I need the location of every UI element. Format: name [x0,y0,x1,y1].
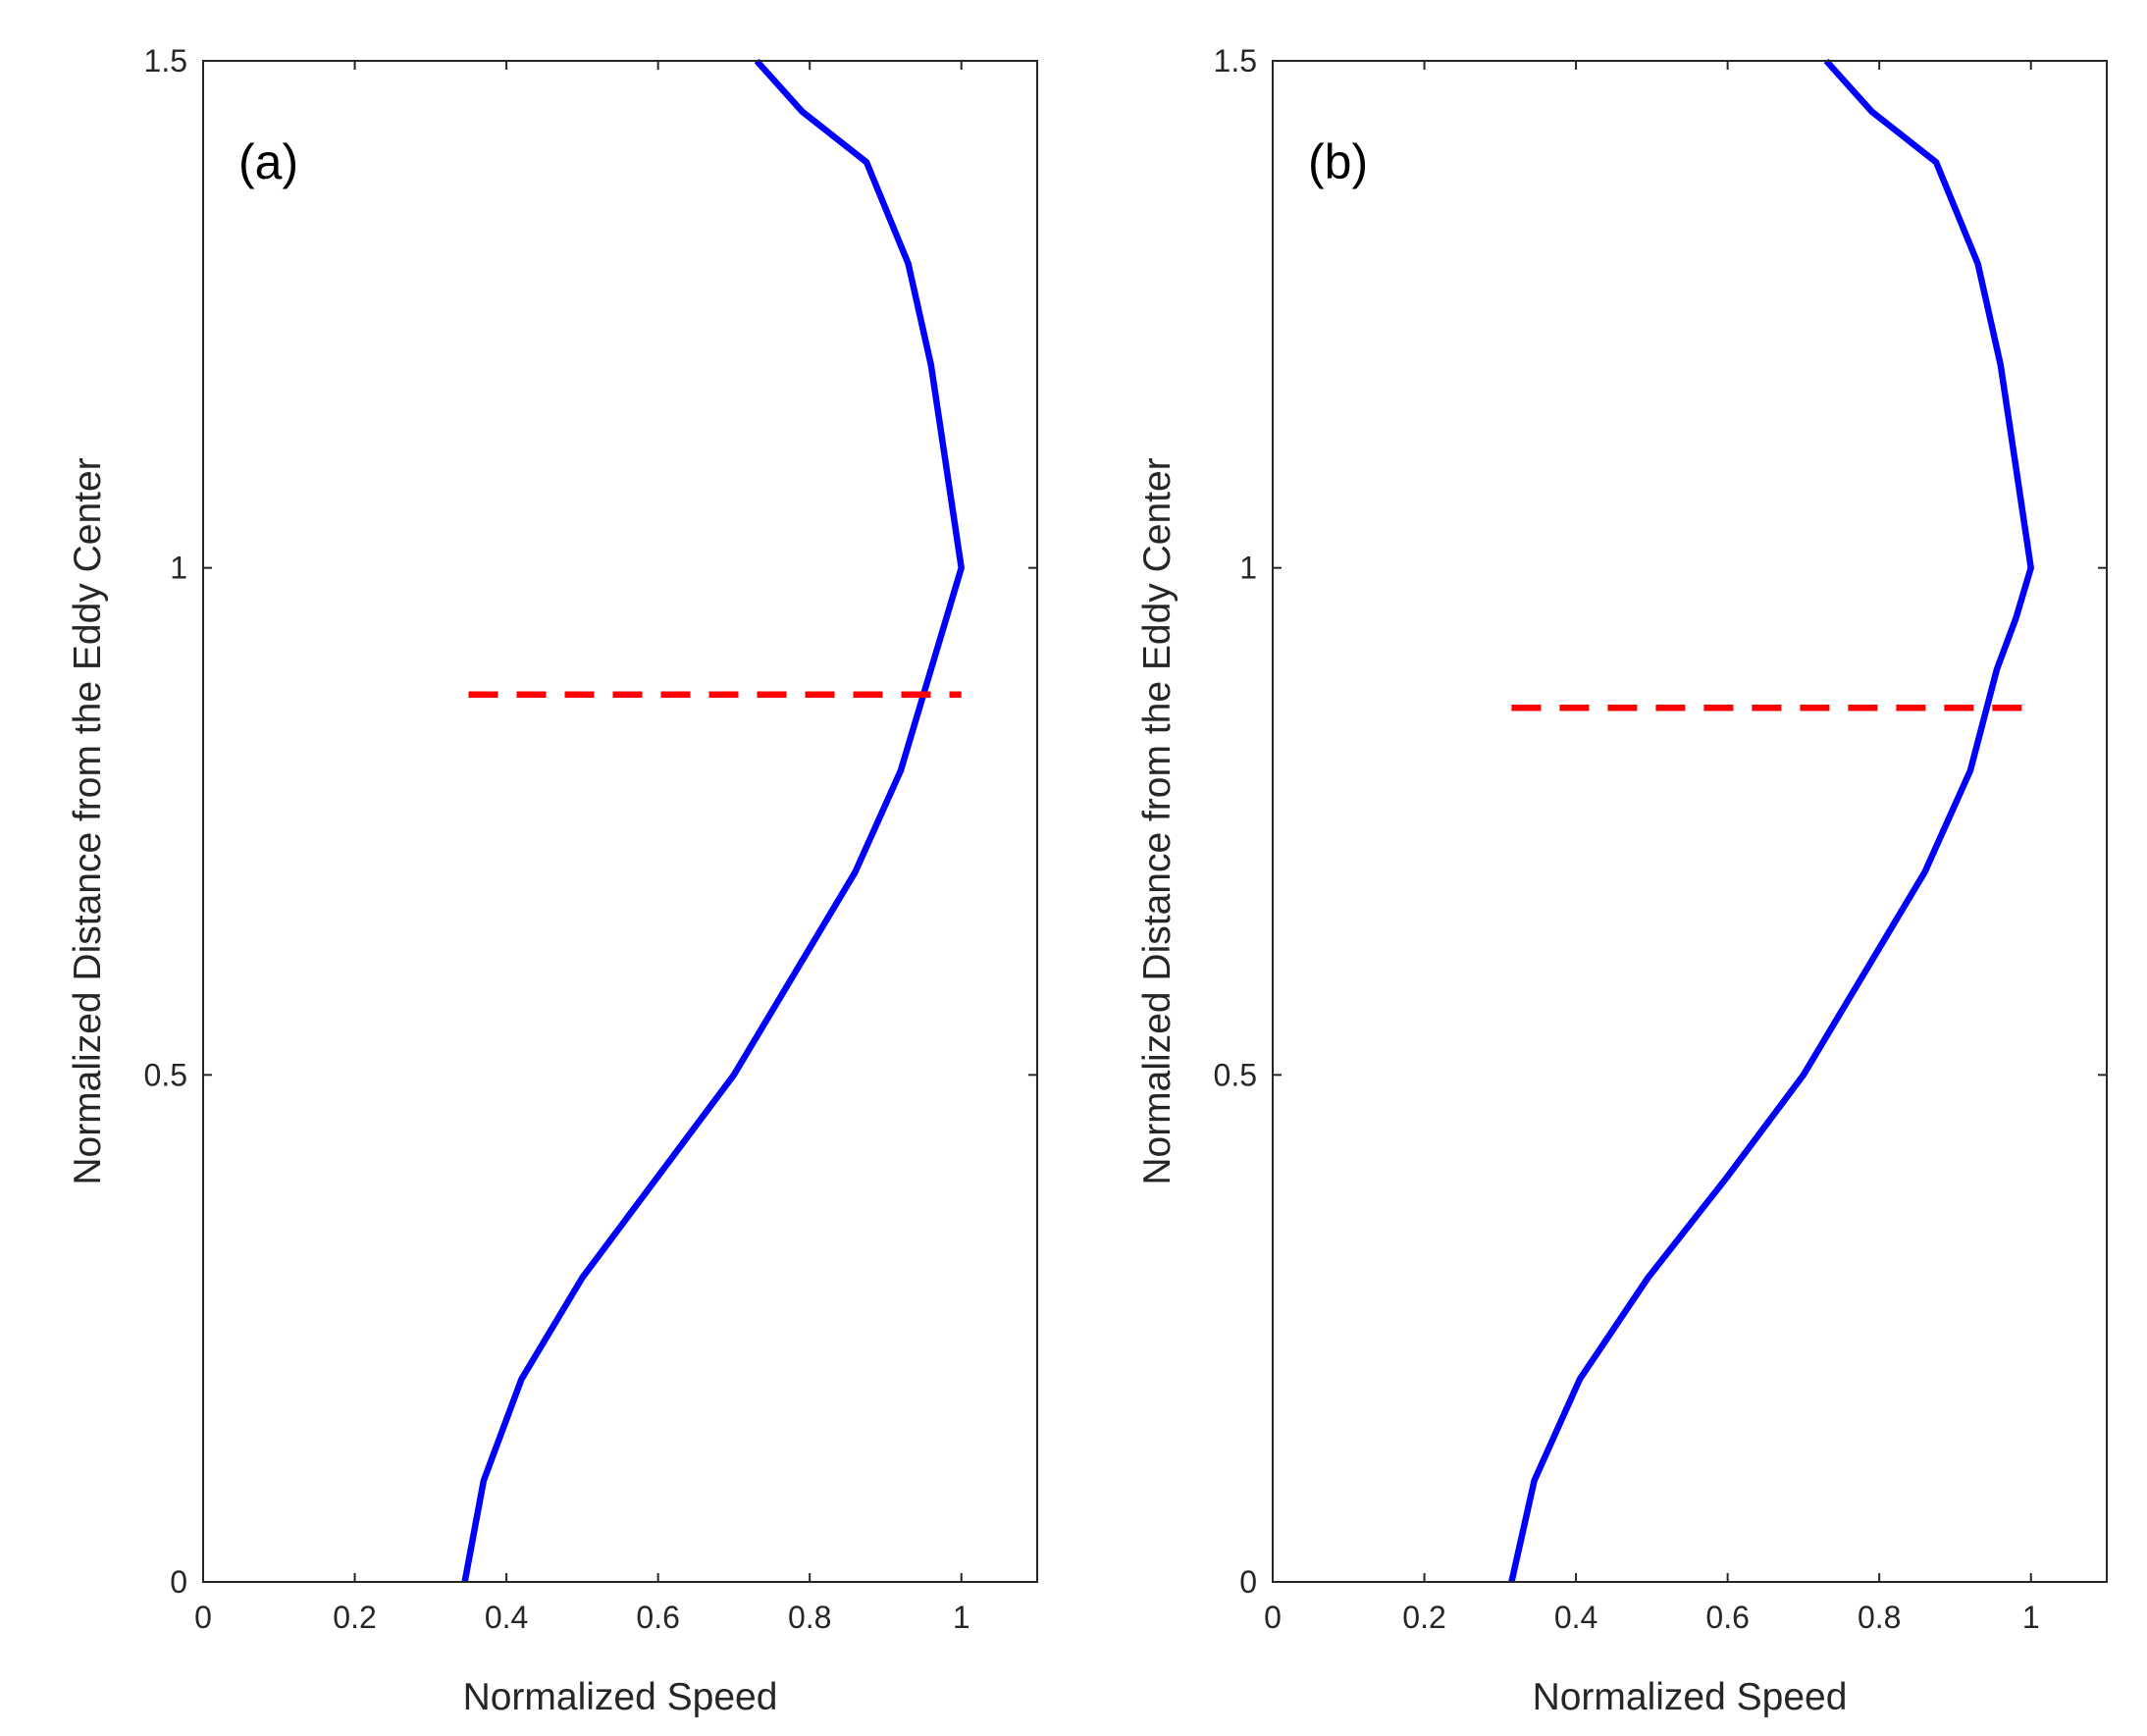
y-axis-label: Normalized Distance from the Eddy Center [1136,457,1178,1184]
panel-b: 0 0.2 0.4 0.6 0.8 1 0 0.5 1 1.5 (b) Normalized Sp… [1136,43,2108,1718]
x-axis-label: Normalized Speed [463,1676,778,1718]
y-tick-label: 0.5 [144,1057,187,1092]
speed-profile-line [461,58,965,1583]
speed-profile-line [1508,58,2034,1583]
x-tick-label: 0.4 [1554,1600,1597,1635]
y-tick-label: 1.5 [144,43,187,79]
plot-frame [1272,60,2108,1583]
y-tick-label: 0 [1239,1564,1257,1600]
plot-frame [202,60,1038,1583]
y-tick-label: 1 [1239,551,1257,586]
x-tick-label: 0.6 [636,1600,679,1635]
x-tick-label: 0.2 [333,1600,376,1635]
x-axis-label: Normalized Speed [1533,1676,1848,1718]
x-tick-label: 0.8 [788,1600,831,1635]
x-tick-label: 1 [2022,1600,2040,1635]
x-tick-label: 0.6 [1705,1600,1749,1635]
y-tick-label: 1.5 [1214,43,1257,79]
x-tick-label: 0 [194,1600,212,1635]
panel-label: (a) [238,134,298,189]
y-tick-label: 0.5 [1214,1057,1257,1092]
panel-a: 0 0.2 0.4 0.6 0.8 1 0 0.5 1 1.5 (a) Normalized Sp… [67,43,1038,1718]
x-tick-label: 1 [953,1600,970,1635]
y-axis-label: Normalized Distance from the Eddy Center [67,457,109,1184]
x-tick-label: 0.2 [1402,1600,1445,1635]
y-tick-label: 1 [170,551,187,586]
x-tick-label: 0.8 [1858,1600,1901,1635]
panel-label: (b) [1308,134,1368,189]
x-tick-label: 0 [1264,1600,1282,1635]
x-tick-label: 0.4 [485,1600,528,1635]
y-tick-label: 0 [170,1564,187,1600]
